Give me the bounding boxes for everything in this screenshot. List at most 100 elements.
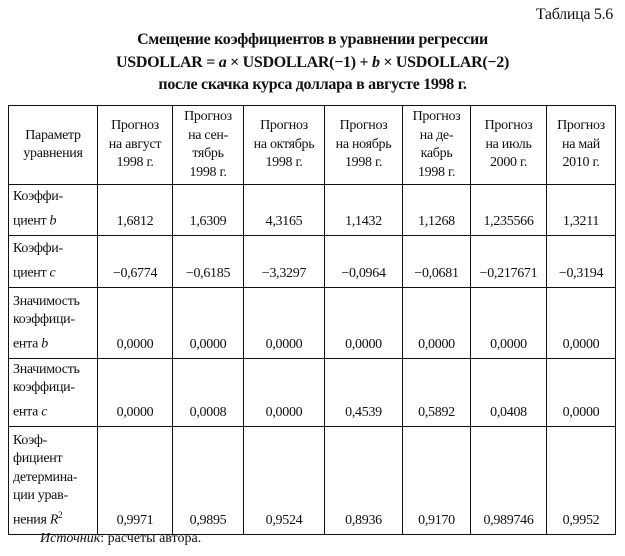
header-forecast: Прогноз на сен-тябрь 1998 г. [172, 105, 244, 185]
header-line: на ноябрь [335, 136, 392, 152]
header-line: Прогноз [260, 118, 308, 134]
source-text: : расчеты автора. [100, 531, 202, 546]
header-line: на август [108, 136, 162, 152]
table-cell-value: 1,1432 [324, 184, 403, 236]
title-text: × USDOLLAR(−2) [379, 53, 509, 71]
header-forecast: Прогноз на де-кабрь 1998 г. [402, 105, 471, 185]
table-cell-value: 1,1268 [402, 184, 471, 236]
table-cell-value: −0,0681 [402, 235, 471, 288]
row-label-text: циент [13, 265, 50, 281]
table-cell-value: 0,9895 [172, 426, 244, 535]
table-cell-value: 1,3211 [546, 184, 616, 236]
header-line: на июль [485, 136, 532, 152]
row-label-line: ента b [13, 330, 93, 354]
header-line: Прогноз [339, 118, 388, 134]
header-line: уравнения [23, 146, 83, 161]
header-line: Прогноз [557, 118, 605, 134]
header-line: Прогноз [111, 118, 159, 134]
table-cell-value: 0,5892 [402, 358, 471, 427]
table-cell-value: 0,989746 [470, 426, 547, 535]
table-row: Значимость коэффици-ента c 0,0000 0,0008 0,0… [8, 358, 616, 427]
header-line: кабрь [420, 146, 453, 161]
header-line: 1998 г. [417, 164, 456, 180]
row-label-line: циент c [13, 259, 93, 283]
header-line: 1998 г. [189, 164, 227, 180]
table-row: Коэф-фициент детермина-ции урав-нения R2 0… [8, 426, 616, 535]
header-line: 1998 г. [116, 155, 154, 171]
header-forecast: Прогноз на июль 2000 г. [470, 105, 547, 185]
title-line-1: Смещение коэффициентов в уравнении регре… [137, 31, 488, 48]
table-cell-value: 0,0000 [172, 287, 244, 359]
row-label-line: ента c [13, 398, 93, 422]
title-var-a: a [218, 53, 227, 71]
row-label-text: циент [13, 213, 50, 229]
table-cell-value: 0,8936 [324, 426, 403, 535]
table-row: Коэффи-циент c −0,6774 −0,6185 −3,3297 −0,09… [8, 235, 616, 288]
header-row: Параметр уравнения Прогноз на август 1998 г.… [8, 105, 616, 185]
title-text: USDOLLAR = [116, 53, 219, 71]
table-cell-value: 0,9524 [243, 426, 325, 535]
row-label-line: Коэффи- [13, 241, 63, 257]
row-label-variable: c [49, 265, 56, 281]
row-label-variable: R [49, 512, 59, 528]
row-label-text: ента [13, 404, 42, 420]
table-number: Таблица 5.6 [535, 6, 613, 23]
header-forecast: Прогноз на август 1998 г. [97, 105, 173, 185]
table-row: Коэффи-циент b 1,6812 1,6309 4,3165 1,1432 1,… [8, 184, 616, 236]
table-cell-value: −0,217671 [470, 235, 547, 288]
table-cell-value: 0,0000 [243, 287, 325, 359]
header-forecast: Прогноз на октябрь 1998 г. [243, 105, 325, 185]
row-label-variable: b [49, 213, 57, 229]
header-line: на сен- [188, 127, 228, 143]
row-label-line: коэффици- [13, 380, 75, 396]
row-label: Коэф-фициент детермина-ции урав-нения R2 [8, 426, 98, 535]
title-line-2: USDOLLAR = a × USDOLLAR(−1) + b × USDOLL… [0, 52, 625, 75]
table-title: Смещение коэффициентов в уравнении регре… [0, 29, 625, 97]
table-row: Значимость коэффици-ента b 0,0000 0,0000 0,0… [8, 287, 616, 359]
header-line: 1998 г. [344, 155, 383, 171]
header-line: 1998 г. [265, 155, 303, 171]
header-line: 2010 г. [562, 155, 600, 171]
table-cell-value: 0,0000 [546, 287, 616, 359]
header-line: на май [562, 136, 600, 152]
title-line-3: после скачка курса доллара в августе 199… [158, 76, 467, 93]
row-label: Коэффи-циент c [8, 235, 98, 288]
source-note: Источник: расчеты автора. [40, 531, 201, 547]
row-label: Значимость коэффици-ента b [8, 287, 98, 359]
table-cell-value: 0,0000 [97, 358, 173, 427]
header-forecast: Прогноз на май 2010 г. [546, 105, 616, 185]
table-cell-value: 0,0000 [470, 287, 547, 359]
header-line: 2000 г. [489, 155, 528, 171]
table-cell-value: 0,0000 [546, 358, 616, 427]
header-line: Прогноз [484, 118, 533, 134]
row-label: Значимость коэффици-ента c [8, 358, 98, 427]
table-cell-value: 0,9170 [402, 426, 471, 535]
row-label-text: нения [13, 512, 50, 528]
table-cell-value: −3,3297 [243, 235, 325, 288]
table-cell-value: 4,3165 [243, 184, 325, 236]
regression-table: Параметр уравнения Прогноз на август 1998 г.… [8, 105, 616, 535]
table-cell-value: −0,6774 [97, 235, 173, 288]
table-cell-value: 1,6812 [97, 184, 173, 236]
header-parameter: Параметр уравнения [8, 105, 98, 185]
table-cell-value: 0,9952 [546, 426, 616, 535]
table-cell-value: −0,3194 [546, 235, 616, 288]
table-cell-value: 0,0408 [470, 358, 547, 427]
header-forecast: Прогноз на ноябрь 1998 г. [324, 105, 403, 185]
row-label-line: циент b [13, 207, 93, 231]
row-label-text: ента [13, 336, 42, 352]
row-label-line: коэффици- [13, 312, 75, 328]
row-label-line: ции урав- [13, 488, 68, 504]
header-line: Прогноз [412, 109, 461, 124]
row-label-superscript: 2 [58, 509, 63, 520]
header-line: тябрь [192, 146, 224, 161]
source-label: Источник [40, 531, 101, 546]
table-cell-value: 0,9971 [97, 426, 173, 535]
table-cell-value: 0,0000 [243, 358, 325, 427]
table-cell-value: 0,0000 [97, 287, 173, 359]
table-cell-value: 0,0008 [172, 358, 244, 427]
table-cell-value: 0,0000 [402, 287, 471, 359]
table-cell-value: 0,0000 [324, 287, 403, 359]
header-line: Прогноз [184, 109, 232, 124]
row-label-line: нения R2 [13, 506, 93, 530]
